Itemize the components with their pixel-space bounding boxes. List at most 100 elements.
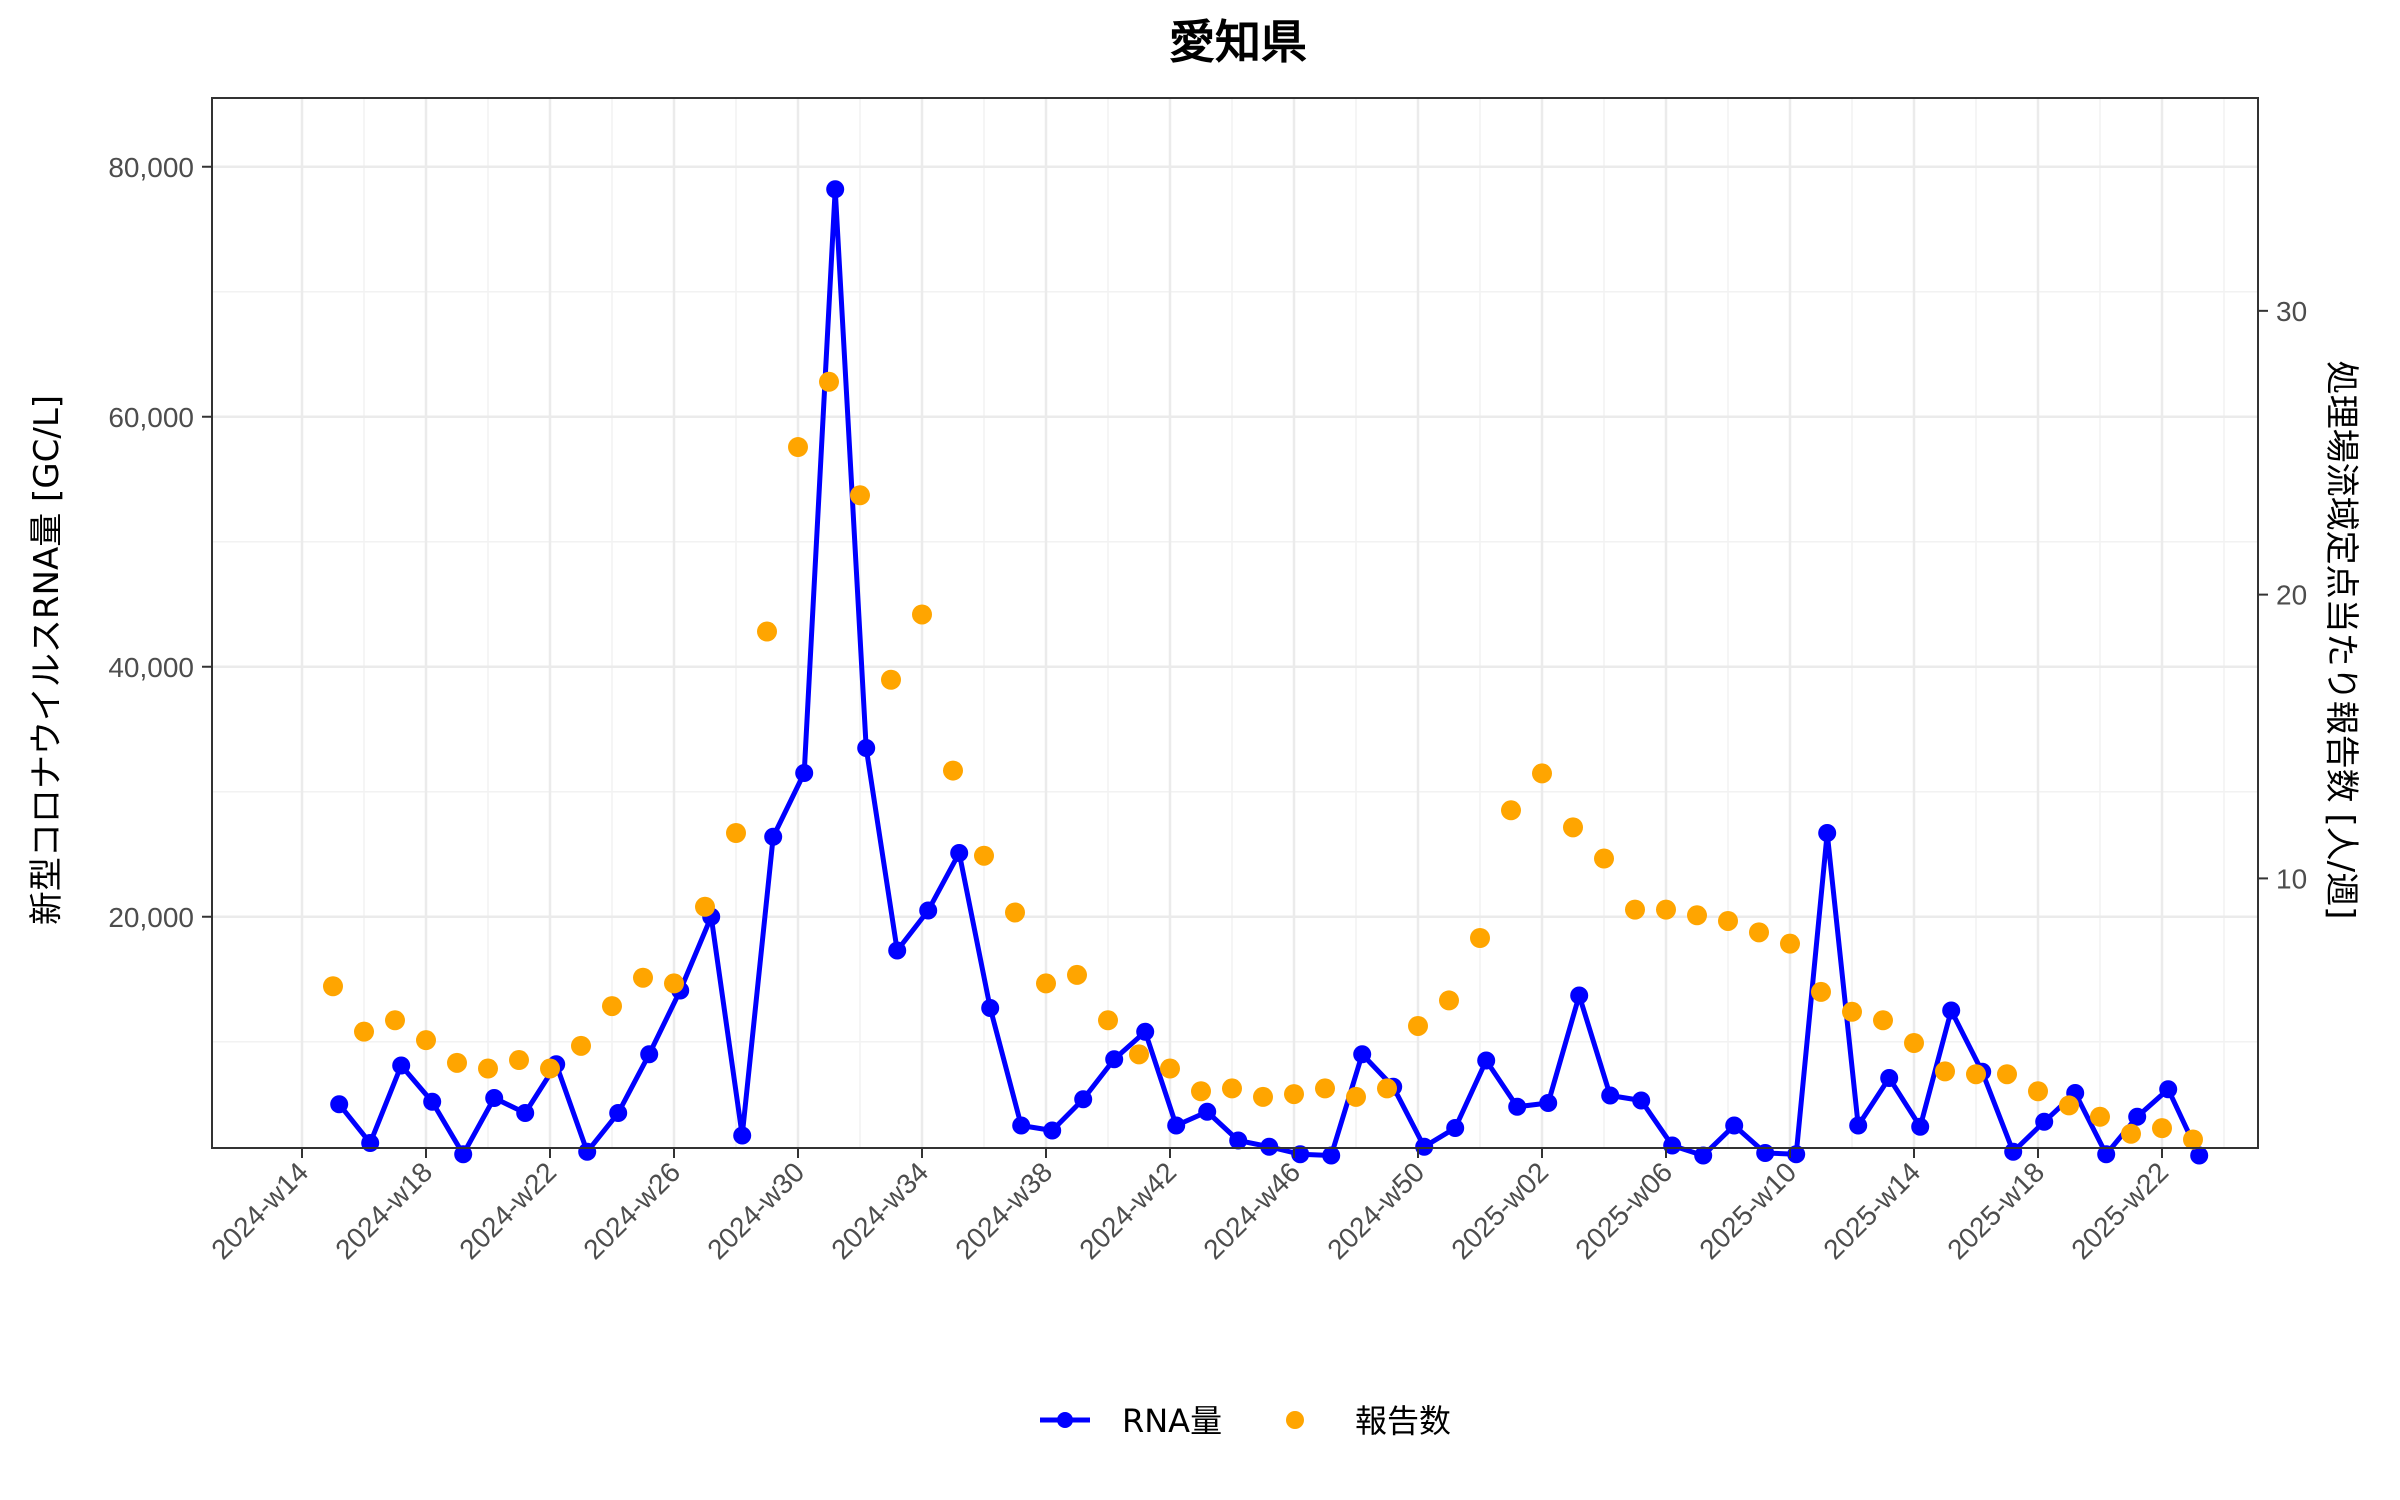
rna-point [1601,1086,1620,1105]
report-point [695,896,715,917]
y-left-tick-label: 80,000 [108,152,194,183]
report-point [664,973,684,994]
x-tick-label: 2025-w10 [1693,1156,1802,1265]
report-point [2183,1129,2203,1150]
rna-point [1477,1051,1496,1070]
rna-point [640,1045,659,1064]
report-point [2121,1123,2141,1144]
report-point [1656,899,1676,920]
report-point [1253,1086,1273,1107]
report-point [1439,990,1459,1011]
rna-point [733,1126,752,1145]
report-point [1346,1086,1366,1107]
report-point [1222,1078,1242,1099]
report-point [1563,817,1583,838]
rna-point [330,1095,349,1114]
report-point [1935,1061,1955,1082]
rna-point [1694,1146,1713,1165]
y-right-tick-label: 20 [2276,580,2307,611]
report-point [850,485,870,506]
chart-title: 愛知県 [1169,15,1307,69]
rna-point [857,739,876,757]
rna-point [1105,1050,1124,1069]
rna-point [2190,1146,2209,1165]
rna-point [1012,1116,1031,1135]
rna-point [361,1134,380,1152]
rna-point [1663,1136,1682,1155]
report-point [323,976,343,997]
x-tick-label: 2024-w46 [1197,1156,1306,1265]
report-point [1966,1064,1986,1085]
rna-point [1136,1022,1155,1041]
rna-point [1911,1117,1930,1136]
report-point [1036,973,1056,994]
report-point [1811,981,1831,1002]
rna-point [1787,1145,1806,1164]
rna-point [2035,1112,2054,1131]
rna-point [1632,1091,1651,1110]
report-point [1532,763,1552,784]
y-left-tick-label: 20,000 [108,902,194,933]
report-point [974,845,994,866]
legend-rna-label: RNA量 [1122,1402,1222,1440]
report-point [1749,922,1769,943]
rna-point [981,999,1000,1017]
y-right-tick-label: 30 [2276,296,2307,327]
report-point [1780,933,1800,954]
report-point [1904,1033,1924,1053]
rna-point [2128,1107,2147,1126]
rna-point [919,901,938,920]
report-point [2090,1106,2110,1127]
report-point [757,621,777,642]
y-left-tick-label: 40,000 [108,652,194,683]
x-tick-label: 2025-w18 [1941,1156,2050,1265]
report-point [726,823,746,843]
report-point [1377,1078,1397,1099]
report-point [1470,928,1490,948]
x-tick-label: 2025-w22 [2065,1156,2174,1265]
rna-point [888,941,907,960]
x-axis: 2024-w14 2024-w18 2024-w22 2024-w26 2024-w30… [205,1148,2174,1265]
x-tick-label: 2024-w14 [205,1156,314,1265]
y-axis-left-title: 新型コロナウイルスRNA量 [GC/L] [27,395,67,925]
report-point [509,1050,529,1071]
rna-point [1570,986,1589,1005]
rna-point [1043,1121,1062,1140]
rna-point [1074,1090,1093,1109]
report-point [1625,899,1645,920]
report-point [1098,1010,1118,1031]
rna-point [764,827,783,846]
report-point [385,1010,405,1031]
x-tick-label: 2024-w34 [825,1156,934,1265]
report-point [943,760,963,781]
x-tick-label: 2024-w30 [701,1156,810,1265]
x-tick-label: 2024-w38 [949,1156,1058,1265]
rna-point [826,180,845,199]
legend: RNA量 報告数 [1040,1402,1451,1440]
rna-point [1291,1145,1310,1164]
rna-point [2159,1080,2178,1099]
y-axis-right: 10 20 30 [2258,296,2307,894]
report-point [602,996,622,1017]
report-point [2152,1118,2172,1139]
rna-point [454,1145,473,1164]
rna-point [1167,1116,1186,1135]
rna-point [392,1056,411,1075]
rna-point [2004,1142,2023,1161]
rna-point [1229,1131,1248,1150]
report-point [1501,800,1521,821]
rna-point [1539,1094,1558,1112]
report-point [540,1058,560,1079]
legend-reports-marker [1286,1411,1304,1429]
report-point [1687,905,1707,926]
report-point [1408,1015,1428,1036]
x-tick-label: 2024-w26 [577,1156,686,1265]
rna-point [578,1142,597,1161]
rna-point [1508,1097,1527,1116]
report-point [447,1052,467,1073]
y-axis-left: 20,000 40,000 60,000 80,000 [108,152,212,933]
report-point [1718,910,1738,931]
report-point [633,967,653,988]
plot-area [211,97,2259,1165]
